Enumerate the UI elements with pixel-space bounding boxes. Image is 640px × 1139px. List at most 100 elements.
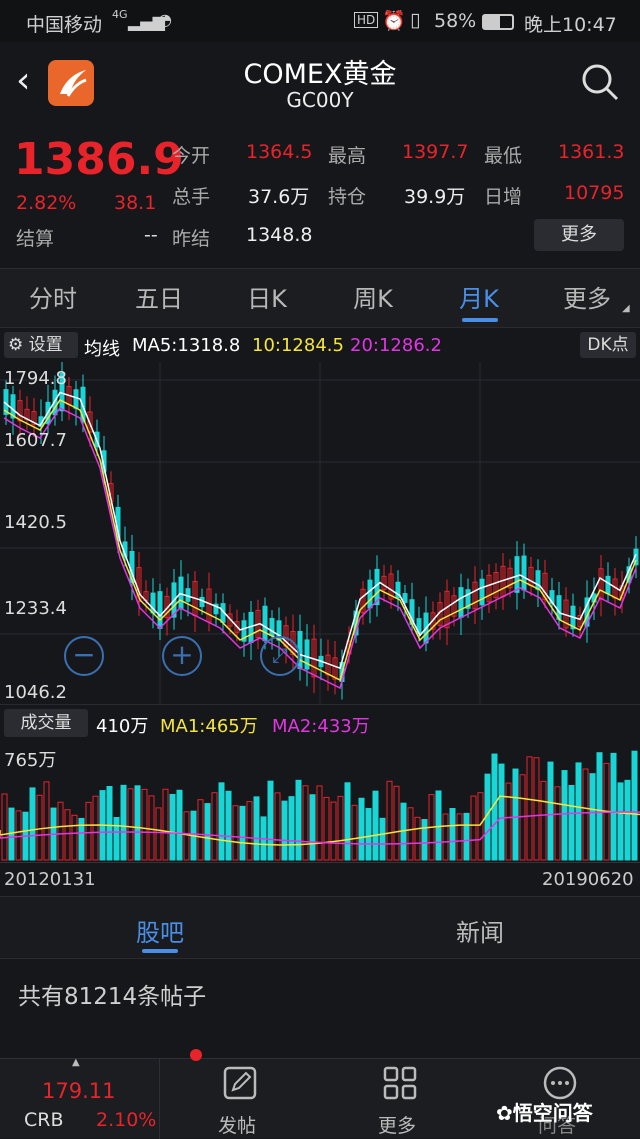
tab-five-day[interactable]: 五日 [135,285,183,313]
volume-bar [610,752,617,861]
post-button[interactable]: 发帖 [200,1059,280,1139]
volume-bar [358,797,365,861]
volume-bar [274,792,281,861]
volume-bar [407,807,414,861]
volume-bar [57,801,64,861]
volume-bar [449,808,456,861]
zoom-out-button[interactable]: − [64,636,104,676]
volume-ma1-line [0,795,640,846]
volume-bar [162,788,169,861]
volume-bar [589,773,596,861]
end-date: 20190620 [542,869,634,890]
volume-bar [316,785,323,861]
daily-change-label: 日增 [484,186,523,208]
volume-bar [239,805,246,861]
high-label: 最高 [328,145,367,167]
candle-body [3,389,9,415]
candle-body [388,573,394,600]
battery-icon [482,14,514,30]
volume-bar [624,779,631,861]
app-logo-icon [48,60,94,106]
candle-body [73,389,79,409]
ma-label: 均线 [84,339,120,360]
candle-body [10,394,16,419]
tab-forum[interactable]: 股吧 [136,919,184,947]
volume-bar [505,782,512,861]
ma20-line [3,407,637,690]
volume-bar [246,801,253,861]
index-percent: 2.10% [96,1109,157,1131]
volume-bar [512,768,519,861]
volume-indicator-button[interactable]: 成交量 [4,709,88,737]
tab-news[interactable]: 新闻 [456,919,504,947]
candle-body [213,603,219,615]
settle-value: -- [144,224,158,246]
volume-bar [15,810,22,861]
tab-daily-k[interactable]: 日K [247,285,287,313]
ma5-line [3,391,637,670]
candle-body [535,570,541,590]
candle-body [542,572,548,601]
volume-bar [554,786,561,861]
candle-body [465,589,471,609]
volume-bar [617,782,624,861]
volume-bar [267,780,274,861]
volume-bar [442,813,449,861]
candle-body [486,574,492,603]
clock: 晚上10:47 [524,14,617,36]
fullscreen-button[interactable]: ⤢ [260,636,300,676]
post-count: 共有81214条帖子 [0,958,640,1020]
candle-body [227,613,233,627]
candle-body [31,411,37,425]
price-axis-min: 1046.2 [4,682,67,703]
volume-bar [575,762,582,861]
more-button[interactable]: 更多 [360,1059,440,1139]
low-value: 1361.3 [558,141,625,163]
kline-chart[interactable]: 1794.8 1607.7 1420.5 1233.4 1046.2 − + ⤢ [0,360,640,704]
ma20-value: 20:1286.2 [350,335,442,356]
active-tab-indicator [462,318,498,322]
watermark-text: 悟空问答 [512,1101,593,1125]
post-label: 发帖 [218,1115,257,1137]
candle-body [472,581,478,610]
price-axis-2: 1607.7 [4,430,67,451]
volume-value: 37.6万 [248,186,310,208]
candle-body [157,591,163,629]
tab-monthly-k[interactable]: 月K [459,285,499,313]
tab-weekly-k[interactable]: 周K [353,285,393,313]
watermark-icon: ✿ [496,1101,513,1125]
change-value: 38.1 [114,192,157,214]
period-tabs: 分时 五日 日K 周K 月K 更多 ◢ [0,268,640,328]
price-axis-3: 1420.5 [4,512,67,533]
start-date: 20120131 [4,869,96,890]
dk-point-button[interactable]: DK点 [580,332,636,358]
back-arrow-icon[interactable]: ‹ [16,60,31,101]
tab-intraday[interactable]: 分时 [29,285,77,313]
index-value: 179.11 [42,1079,116,1103]
settings-button[interactable]: ⚙ 设置 [4,332,78,358]
volume-bar [78,817,85,861]
zoom-in-button[interactable]: + [162,636,202,676]
volume-bar [582,768,589,861]
volume-chart: 765万 [0,740,640,862]
volume-bar [232,805,239,861]
vibrate-icon: ▯ [410,9,421,31]
hd-badge: HD [354,12,379,28]
top-bar: ‹ COMEX黄金 GC00Y [0,42,640,128]
watermark-logo: ✿悟空问答 [496,1097,593,1126]
ma5-value: MA5:1318.8 [132,335,241,356]
candle-body [479,578,485,606]
search-icon[interactable] [580,62,620,106]
index-ticker[interactable]: ▲ 179.11 CRB 2.10% [0,1057,160,1139]
section-tabs: 股吧 新闻 [0,896,640,958]
qa-button[interactable]: 问答 [520,1059,600,1139]
tab-more[interactable]: 更多 [563,285,611,313]
quote-more-button[interactable]: 更多 [534,219,624,251]
candle-body [451,595,457,617]
volume-bar [295,779,302,861]
open-interest-value: 39.9万 [404,186,466,208]
notification-dot [190,1049,202,1061]
volume-bar [372,790,379,861]
low-label: 最低 [484,145,523,167]
volume-bar [183,811,190,861]
